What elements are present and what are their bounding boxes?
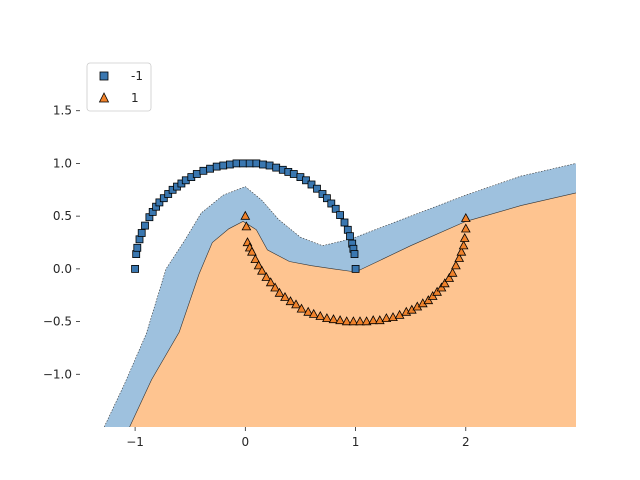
point-triangle bbox=[439, 278, 450, 288]
decision-boundary-neg bbox=[103, 163, 576, 427]
point-square bbox=[327, 199, 336, 208]
point-square bbox=[159, 194, 168, 203]
x-tick-label: −1 bbox=[126, 435, 144, 449]
point-triangle bbox=[296, 303, 307, 313]
point-triangle bbox=[447, 267, 458, 277]
point-triangle bbox=[285, 296, 296, 306]
point-square bbox=[272, 163, 281, 172]
point-triangle bbox=[308, 308, 319, 318]
point-square bbox=[265, 161, 274, 170]
x-tick-label: 2 bbox=[462, 435, 470, 449]
point-triangle bbox=[361, 316, 372, 326]
decision-regions bbox=[103, 163, 576, 427]
point-square bbox=[239, 159, 248, 168]
point-square bbox=[225, 160, 234, 169]
point-triangle bbox=[257, 265, 267, 275]
point-square bbox=[199, 166, 208, 175]
point-triangle bbox=[261, 271, 272, 281]
point-triangle bbox=[381, 313, 392, 323]
point-square bbox=[192, 170, 201, 178]
point-square bbox=[313, 184, 321, 193]
point-square bbox=[206, 164, 215, 173]
point-triangle bbox=[341, 316, 352, 326]
point-triangle bbox=[241, 221, 252, 231]
y-tick-label: 1.0 bbox=[53, 156, 72, 170]
point-square bbox=[307, 180, 316, 189]
scatter-points bbox=[131, 159, 471, 326]
point-triangle bbox=[432, 286, 442, 296]
decision-boundary-pos bbox=[129, 192, 576, 427]
y-tick-label: 1.5 bbox=[53, 104, 72, 118]
point-square bbox=[318, 190, 327, 198]
point-triangle bbox=[247, 246, 257, 256]
point-square bbox=[302, 176, 310, 185]
point-square bbox=[155, 198, 164, 207]
point-square bbox=[131, 264, 140, 273]
point-triangle bbox=[458, 240, 469, 250]
point-square bbox=[336, 211, 345, 220]
point-triangle bbox=[315, 310, 326, 320]
point-triangle bbox=[355, 316, 365, 326]
x-tick-label: 1 bbox=[352, 435, 360, 449]
x-tick-label: 0 bbox=[242, 435, 250, 449]
point-square bbox=[346, 232, 354, 241]
point-square bbox=[137, 229, 146, 237]
point-triangle bbox=[270, 282, 280, 292]
point-square bbox=[141, 221, 149, 230]
point-triangle bbox=[459, 232, 470, 242]
point-triangle bbox=[280, 291, 290, 301]
point-square bbox=[322, 194, 331, 203]
y-tick-label: −1.0 bbox=[43, 367, 72, 381]
point-triangle bbox=[460, 212, 471, 222]
point-square bbox=[133, 243, 142, 252]
point-square bbox=[289, 170, 298, 178]
y-tick-label: 0.0 bbox=[53, 262, 72, 276]
point-triangle bbox=[322, 313, 332, 323]
point-triangle bbox=[265, 277, 276, 287]
y-tick-label: 0.5 bbox=[53, 209, 72, 223]
axes: −1 0 1 2 −1.0 −0.5 0.0 0.5 1.0 1.5 bbox=[43, 104, 470, 449]
point-square bbox=[351, 264, 360, 273]
point-triangle bbox=[328, 314, 339, 324]
point-square bbox=[259, 160, 267, 169]
point-triangle bbox=[274, 287, 285, 297]
point-triangle bbox=[394, 309, 405, 319]
point-triangle bbox=[348, 316, 359, 326]
point-square bbox=[340, 218, 349, 227]
point-triangle bbox=[250, 254, 261, 264]
point-triangle bbox=[240, 210, 251, 220]
point-square bbox=[331, 204, 340, 213]
point-triangle bbox=[444, 272, 455, 282]
point-square bbox=[164, 190, 173, 198]
legend-marker-square bbox=[99, 71, 109, 81]
point-square bbox=[212, 162, 221, 171]
point-triangle bbox=[291, 299, 301, 309]
y-tick-label: −0.5 bbox=[43, 315, 72, 329]
point-square bbox=[350, 250, 359, 259]
point-triangle bbox=[303, 306, 314, 316]
point-square bbox=[232, 159, 241, 168]
point-triangle bbox=[335, 315, 345, 325]
point-triangle bbox=[368, 315, 379, 325]
point-triangle bbox=[451, 260, 461, 270]
point-square bbox=[245, 159, 254, 168]
legend: -1 1 bbox=[86, 62, 152, 112]
point-triangle bbox=[253, 260, 264, 270]
point-square bbox=[219, 161, 228, 170]
decision-region-pos bbox=[129, 192, 576, 427]
point-triangle bbox=[454, 252, 465, 262]
legend-marker-triangle bbox=[98, 92, 110, 103]
point-triangle bbox=[456, 246, 467, 256]
point-triangle bbox=[460, 223, 471, 233]
point-square bbox=[343, 225, 352, 234]
legend-label: 1 bbox=[131, 91, 139, 105]
point-square bbox=[252, 159, 261, 168]
legend-label: -1 bbox=[131, 69, 143, 83]
